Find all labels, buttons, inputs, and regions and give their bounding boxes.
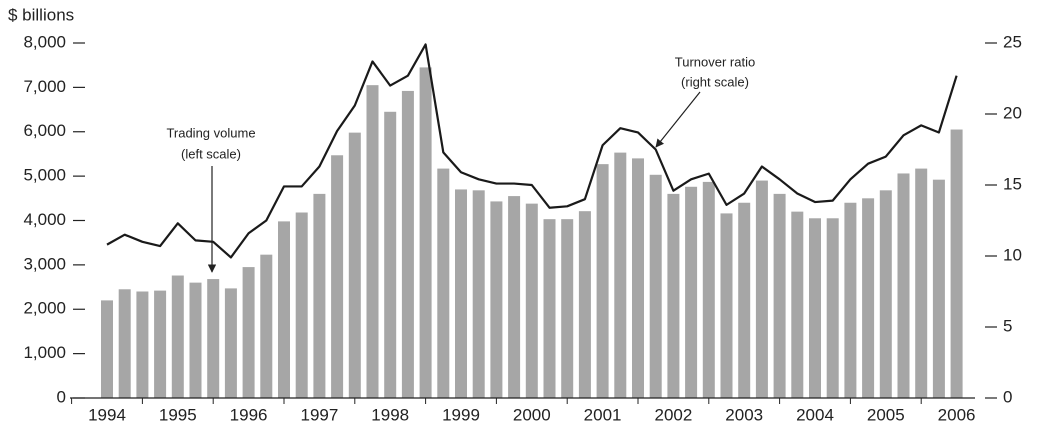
bar (702, 181, 715, 398)
y-axis-label: $ billions (8, 5, 74, 24)
x-tick-label: 1995 (159, 405, 197, 424)
bar (384, 111, 397, 398)
annotation-arrow (655, 91, 701, 148)
annotation: Trading volume (166, 125, 255, 140)
bar (154, 290, 167, 398)
annotation: Turnover ratio (675, 54, 755, 69)
bar (791, 211, 804, 398)
x-tick-label: 1996 (230, 405, 268, 424)
bar (844, 202, 857, 398)
bar (667, 193, 680, 398)
bar (455, 189, 467, 398)
bar (897, 173, 910, 398)
annotation: (left scale) (181, 146, 241, 161)
bar (525, 203, 538, 398)
bar (649, 174, 662, 398)
bar (508, 196, 521, 398)
bar (313, 193, 326, 398)
y2-tick-label: 25 (1003, 32, 1022, 51)
x-tick-label: 2003 (725, 405, 763, 424)
x-tick-label: 2002 (654, 405, 692, 424)
x-tick-label: 1994 (88, 405, 126, 424)
bar (224, 288, 237, 398)
bar (331, 155, 344, 398)
bar (189, 282, 202, 398)
x-tick-label: 2000 (513, 405, 551, 424)
bar (419, 67, 432, 398)
bar (773, 193, 786, 398)
y-tick-label: 3,000 (23, 254, 66, 273)
y2-tick-label: 10 (1003, 245, 1022, 264)
bar (171, 275, 184, 398)
bar (578, 211, 591, 398)
bar (472, 190, 485, 398)
y-tick-label: 0 (57, 387, 66, 406)
x-tick-label: 1998 (371, 405, 409, 424)
x-tick-label: 1997 (300, 405, 338, 424)
y-tick-label: 6,000 (23, 121, 66, 140)
bar (136, 291, 149, 398)
bar (685, 186, 698, 398)
bar (278, 221, 290, 398)
bar (755, 180, 768, 398)
line (106, 43, 958, 259)
x-tick-label: 2005 (867, 405, 905, 424)
bar (720, 213, 733, 398)
y-tick-label: 4,000 (23, 210, 66, 229)
x-tick-label: 2001 (584, 405, 622, 424)
bar (950, 129, 963, 398)
bar (596, 164, 609, 398)
bar (738, 202, 751, 398)
y-tick-label: 5,000 (23, 166, 66, 185)
bar (101, 300, 113, 398)
bar (295, 212, 308, 398)
y-tick-label: 2,000 (23, 299, 66, 318)
bar (614, 152, 627, 398)
bar (437, 168, 450, 398)
bar (401, 90, 414, 399)
bar (915, 168, 928, 398)
bar (632, 158, 644, 398)
bar (348, 132, 361, 398)
bar (260, 254, 273, 398)
bar (879, 190, 892, 398)
bar (366, 85, 379, 398)
annotation: (right scale) (681, 74, 749, 89)
bar (826, 218, 839, 398)
y2-tick-label: 20 (1003, 103, 1022, 122)
y2-tick-label: 5 (1003, 316, 1012, 335)
y2-tick-label: 15 (1003, 174, 1022, 193)
y-tick-label: 1,000 (23, 343, 66, 362)
x-tick-label: 2006 (938, 405, 976, 424)
x-tick-label: 2004 (796, 405, 834, 424)
bar (118, 289, 131, 398)
y-tick-label: 8,000 (23, 32, 66, 51)
bar (561, 219, 574, 398)
y2-tick-label: 0 (1003, 387, 1012, 406)
bar (862, 198, 875, 398)
bar (490, 201, 503, 398)
bar (543, 219, 556, 398)
bar (809, 218, 821, 398)
bar (932, 179, 945, 398)
bar (242, 267, 255, 398)
x-tick-label: 1999 (442, 405, 480, 424)
y-tick-label: 7,000 (23, 77, 66, 96)
bar (207, 279, 220, 398)
